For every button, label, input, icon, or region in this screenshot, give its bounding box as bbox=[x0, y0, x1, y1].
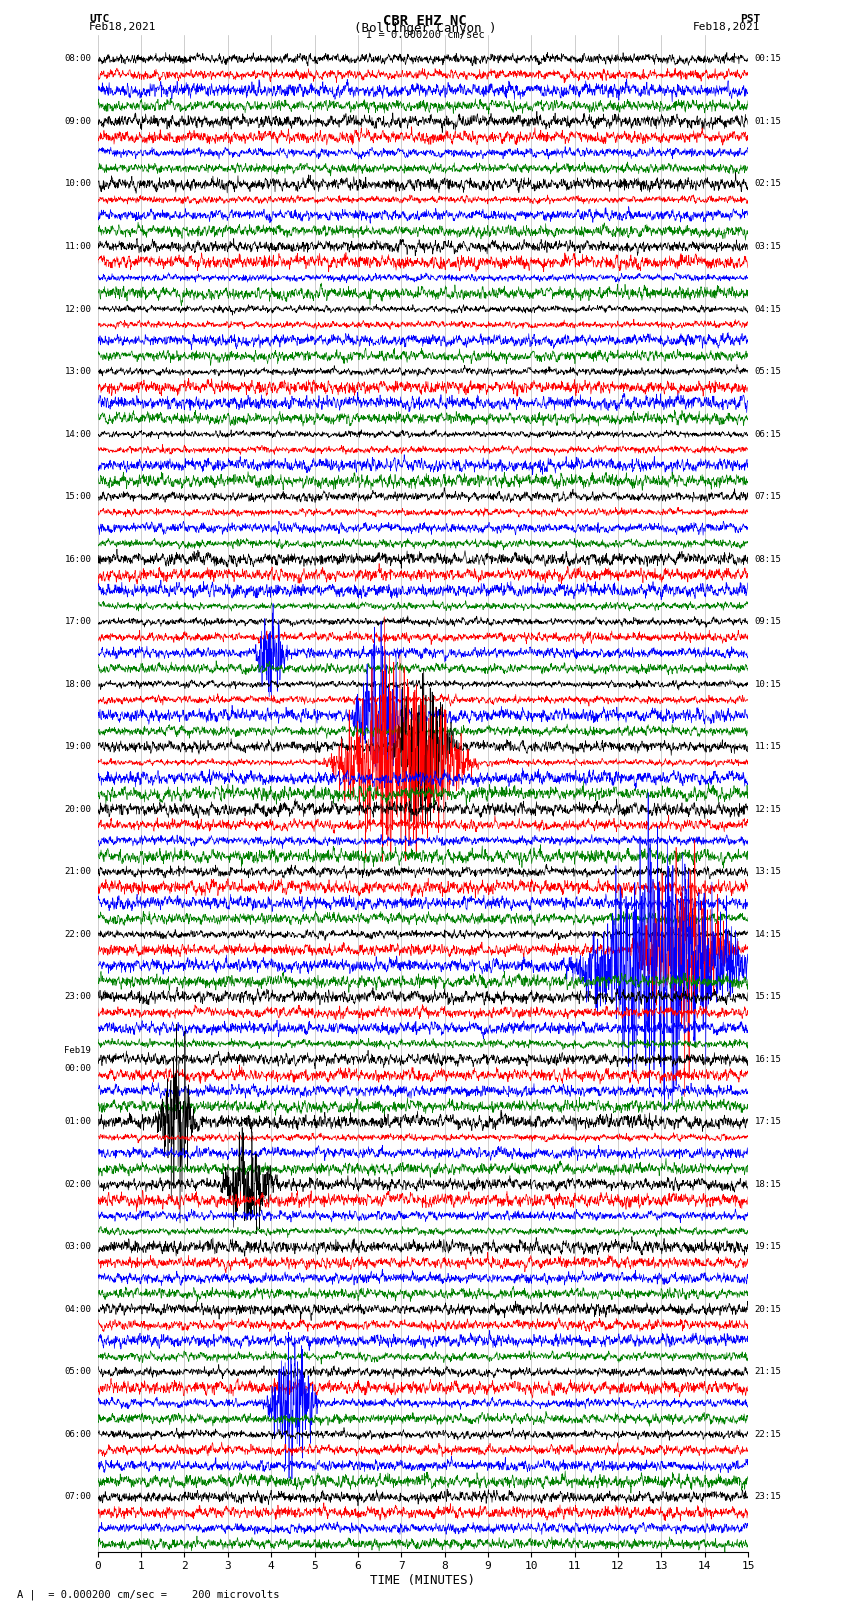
Text: 05:15: 05:15 bbox=[755, 368, 781, 376]
Text: UTC: UTC bbox=[89, 13, 110, 24]
Text: 11:15: 11:15 bbox=[755, 742, 781, 752]
Text: 10:00: 10:00 bbox=[65, 179, 91, 189]
Text: 14:15: 14:15 bbox=[755, 929, 781, 939]
Text: (Bollinger Canyon ): (Bollinger Canyon ) bbox=[354, 23, 496, 35]
Text: 08:15: 08:15 bbox=[755, 555, 781, 563]
Text: 18:15: 18:15 bbox=[755, 1179, 781, 1189]
Text: 16:00: 16:00 bbox=[65, 555, 91, 563]
Text: 23:15: 23:15 bbox=[755, 1492, 781, 1502]
Text: 03:00: 03:00 bbox=[65, 1242, 91, 1252]
Text: 13:15: 13:15 bbox=[755, 868, 781, 876]
Text: 04:15: 04:15 bbox=[755, 305, 781, 313]
Text: 06:00: 06:00 bbox=[65, 1431, 91, 1439]
Text: 07:00: 07:00 bbox=[65, 1492, 91, 1502]
Text: 17:15: 17:15 bbox=[755, 1118, 781, 1126]
X-axis label: TIME (MINUTES): TIME (MINUTES) bbox=[371, 1574, 475, 1587]
Text: 22:00: 22:00 bbox=[65, 929, 91, 939]
Text: 20:15: 20:15 bbox=[755, 1305, 781, 1315]
Text: 00:15: 00:15 bbox=[755, 55, 781, 63]
Text: 03:15: 03:15 bbox=[755, 242, 781, 252]
Text: 01:15: 01:15 bbox=[755, 118, 781, 126]
Text: 16:15: 16:15 bbox=[755, 1055, 781, 1065]
Text: 23:00: 23:00 bbox=[65, 992, 91, 1002]
Text: 05:00: 05:00 bbox=[65, 1368, 91, 1376]
Text: 06:15: 06:15 bbox=[755, 429, 781, 439]
Text: I = 0.000200 cm/sec: I = 0.000200 cm/sec bbox=[366, 31, 484, 40]
Text: 19:00: 19:00 bbox=[65, 742, 91, 752]
Text: Feb18,2021: Feb18,2021 bbox=[694, 23, 761, 32]
Text: 14:00: 14:00 bbox=[65, 429, 91, 439]
Text: Feb19: Feb19 bbox=[65, 1045, 91, 1055]
Text: 09:15: 09:15 bbox=[755, 618, 781, 626]
Text: CBR EHZ NC: CBR EHZ NC bbox=[383, 13, 467, 27]
Text: 09:00: 09:00 bbox=[65, 118, 91, 126]
Text: PST: PST bbox=[740, 13, 761, 24]
Text: 08:00: 08:00 bbox=[65, 55, 91, 63]
Text: 07:15: 07:15 bbox=[755, 492, 781, 502]
Text: 02:00: 02:00 bbox=[65, 1179, 91, 1189]
Text: A |  = 0.000200 cm/sec =    200 microvolts: A | = 0.000200 cm/sec = 200 microvolts bbox=[17, 1589, 280, 1600]
Text: 15:15: 15:15 bbox=[755, 992, 781, 1002]
Text: 12:00: 12:00 bbox=[65, 305, 91, 313]
Text: 19:15: 19:15 bbox=[755, 1242, 781, 1252]
Text: 21:15: 21:15 bbox=[755, 1368, 781, 1376]
Text: 04:00: 04:00 bbox=[65, 1305, 91, 1315]
Text: 13:00: 13:00 bbox=[65, 368, 91, 376]
Text: 02:15: 02:15 bbox=[755, 179, 781, 189]
Text: 17:00: 17:00 bbox=[65, 618, 91, 626]
Text: 21:00: 21:00 bbox=[65, 868, 91, 876]
Text: 18:00: 18:00 bbox=[65, 679, 91, 689]
Text: 01:00: 01:00 bbox=[65, 1118, 91, 1126]
Text: 20:00: 20:00 bbox=[65, 805, 91, 813]
Text: 15:00: 15:00 bbox=[65, 492, 91, 502]
Text: 22:15: 22:15 bbox=[755, 1431, 781, 1439]
Text: 12:15: 12:15 bbox=[755, 805, 781, 813]
Text: Feb18,2021: Feb18,2021 bbox=[89, 23, 156, 32]
Text: 00:00: 00:00 bbox=[65, 1065, 91, 1073]
Text: 11:00: 11:00 bbox=[65, 242, 91, 252]
Text: 10:15: 10:15 bbox=[755, 679, 781, 689]
